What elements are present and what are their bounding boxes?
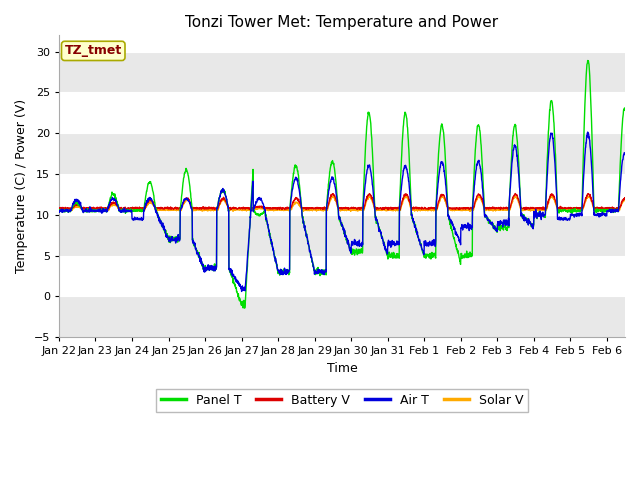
- Battery V: [602, 205, 609, 211]
- Solar V: [511, 193, 518, 199]
- Solar V: [602, 206, 609, 212]
- Bar: [59, 296, 625, 337]
- Bar: [59, 133, 625, 174]
- Air T: [602, 213, 609, 218]
- Solar V: [621, 197, 629, 203]
- Bar: [59, 215, 625, 255]
- Legend: Panel T, Battery V, Air T, Solar V: Panel T, Battery V, Air T, Solar V: [156, 389, 529, 412]
- Panel T: [584, 58, 591, 63]
- Panel T: [621, 106, 629, 112]
- Air T: [534, 210, 542, 216]
- Air T: [346, 246, 353, 252]
- Air T: [88, 208, 96, 214]
- Panel T: [427, 256, 435, 262]
- Battery V: [346, 205, 353, 211]
- Battery V: [534, 206, 542, 212]
- Air T: [410, 220, 417, 226]
- X-axis label: Time: Time: [326, 362, 357, 375]
- Battery V: [410, 204, 417, 210]
- Panel T: [534, 211, 542, 216]
- Panel T: [88, 208, 96, 214]
- Solar V: [88, 208, 96, 214]
- Solar V: [427, 207, 435, 213]
- Air T: [427, 241, 435, 247]
- Air T: [238, 288, 246, 294]
- Air T: [55, 209, 63, 215]
- Solar V: [55, 207, 63, 213]
- Battery V: [88, 206, 96, 212]
- Solar V: [410, 207, 417, 213]
- Panel T: [241, 305, 248, 311]
- Panel T: [55, 207, 63, 213]
- Battery V: [511, 191, 519, 196]
- Air T: [621, 152, 629, 157]
- Battery V: [621, 196, 629, 202]
- Line: Battery V: Battery V: [59, 193, 625, 210]
- Panel T: [602, 208, 609, 214]
- Title: Tonzi Tower Met: Temperature and Power: Tonzi Tower Met: Temperature and Power: [186, 15, 499, 30]
- Battery V: [55, 205, 63, 211]
- Panel T: [410, 220, 417, 226]
- Panel T: [346, 246, 353, 252]
- Solar V: [346, 207, 353, 213]
- Battery V: [384, 207, 392, 213]
- Battery V: [427, 205, 435, 211]
- Line: Air T: Air T: [59, 132, 625, 291]
- Solar V: [534, 207, 542, 213]
- Text: TZ_tmet: TZ_tmet: [65, 44, 122, 58]
- Y-axis label: Temperature (C) / Power (V): Temperature (C) / Power (V): [15, 99, 28, 273]
- Line: Panel T: Panel T: [59, 60, 625, 308]
- Bar: [59, 52, 625, 93]
- Air T: [584, 129, 591, 135]
- Line: Solar V: Solar V: [59, 196, 625, 211]
- Solar V: [347, 208, 355, 214]
